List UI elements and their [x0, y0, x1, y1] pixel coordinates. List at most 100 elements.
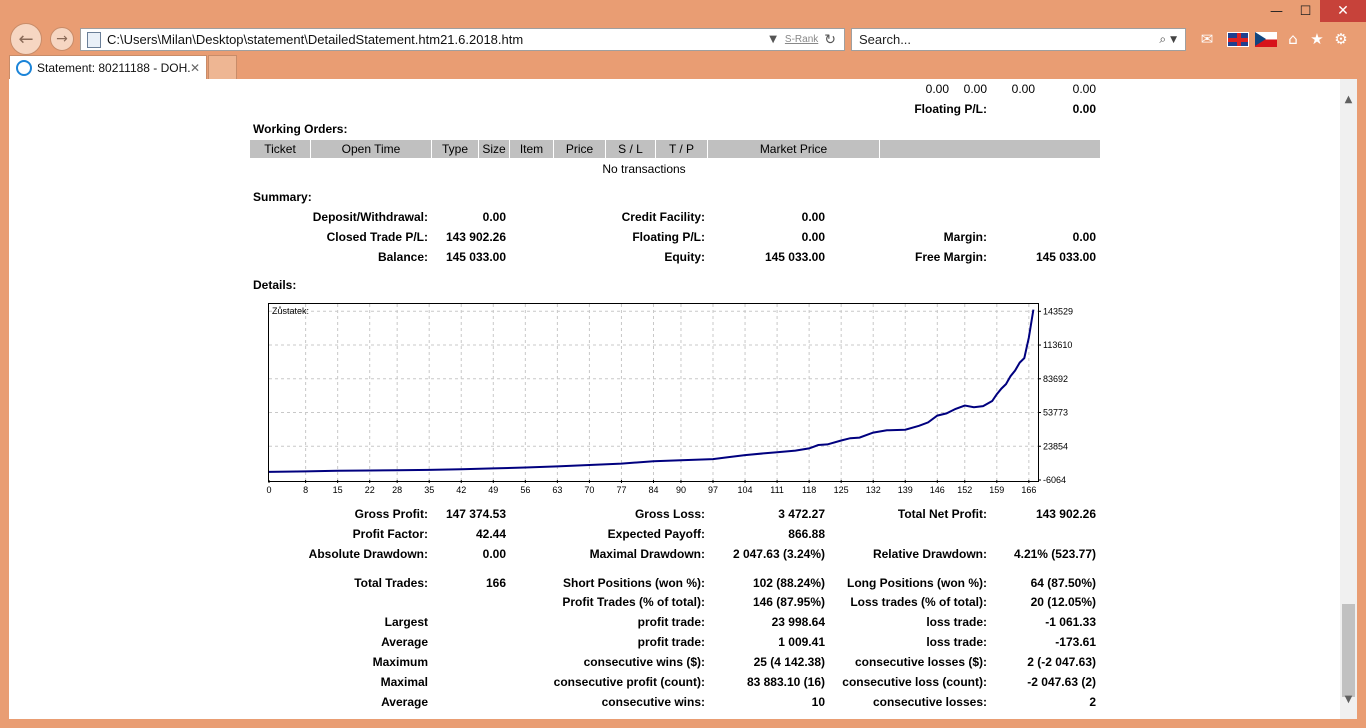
margin-value: 0.00 — [1072, 230, 1096, 244]
profit-factor-value: 42.44 — [475, 527, 506, 541]
free-margin-label: Free Margin: — [914, 250, 987, 264]
address-url[interactable]: C:\Users\Milan\Desktop\statement\Detaile… — [107, 32, 524, 47]
average-consecutive-wins-value: 10 — [811, 695, 825, 709]
balance-line — [268, 309, 1035, 473]
no-transactions-text: No transactions — [602, 162, 686, 176]
back-button[interactable]: ← — [10, 23, 42, 55]
column-header: T / P — [656, 140, 708, 158]
search-dropdown-icon[interactable]: ▼ — [1170, 34, 1177, 45]
tab-statement[interactable]: Statement: 80211188 - DOH... ✕ — [9, 55, 207, 79]
column-header: Market Price — [708, 140, 880, 158]
largest-loss-label: loss trade: — [926, 615, 987, 629]
maximal-consecutive-profit-label: consecutive profit (count): — [553, 675, 705, 689]
largest-profit-value: 23 998.64 — [771, 615, 825, 629]
gross-profit-label: Gross Profit: — [354, 507, 428, 521]
scroll-down-icon[interactable]: ▼ — [1344, 694, 1353, 705]
x-tick-label: 15 — [333, 485, 343, 495]
working-orders-title: Working Orders: — [253, 122, 348, 136]
free-margin-value: 145 033.00 — [1035, 250, 1096, 264]
scroll-thumb[interactable] — [1342, 604, 1355, 697]
gross-loss-value: 3 472.27 — [778, 507, 825, 521]
long-positions-value: 64 (87.50%) — [1030, 576, 1096, 590]
address-dropdown-icon[interactable]: ▼ — [769, 34, 777, 45]
maximal-consecutive-loss-value: -2 047.63 (2) — [1027, 675, 1096, 689]
summary-floating-label: Floating P/L: — [632, 230, 705, 244]
x-tick-label: 22 — [365, 485, 375, 495]
settings-icon[interactable]: ⚙ — [1334, 30, 1348, 48]
balance-chart-frame — [268, 303, 1039, 482]
x-tick-label: 35 — [424, 485, 434, 495]
srank-button[interactable]: S-Rank — [784, 34, 819, 45]
equity-value: 145 033.00 — [764, 250, 825, 264]
maximize-button[interactable]: ☐ — [1299, 3, 1312, 19]
x-tick-label: 28 — [392, 485, 402, 495]
minimize-button[interactable]: — — [1270, 3, 1283, 19]
address-bar[interactable]: C:\Users\Milan\Desktop\statement\Detaile… — [80, 28, 845, 51]
x-tick-label: 152 — [957, 485, 972, 495]
profit-factor-label: Profit Factor: — [352, 527, 428, 541]
x-tick-label: 104 — [738, 485, 753, 495]
top-value-3: 0.00 — [1011, 82, 1035, 96]
profit-trades-value: 146 (87.95%) — [752, 595, 825, 609]
average-consecutive-losses-label: consecutive losses: — [872, 695, 987, 709]
favorites-icon[interactable]: ★ — [1310, 30, 1324, 48]
details-title: Details: — [253, 278, 297, 292]
average-consecutive-label: Average — [381, 695, 428, 709]
new-tab-button[interactable] — [208, 55, 237, 79]
summary-floating-value: 0.00 — [801, 230, 825, 244]
y-tick-label: 23854 — [1043, 441, 1068, 451]
page-icon — [87, 31, 101, 48]
forward-button[interactable]: → — [50, 27, 74, 51]
x-tick-label: 111 — [770, 485, 784, 495]
chart-title: Zůstatek: — [272, 306, 310, 316]
relative-drawdown-label: Relative Drawdown: — [872, 547, 987, 561]
top-value-4: 0.00 — [1072, 82, 1096, 96]
largest-label: Largest — [384, 615, 428, 629]
top-value-1: 0.00 — [925, 82, 949, 96]
margin-label: Margin: — [943, 230, 987, 244]
x-tick-label: 166 — [1021, 485, 1036, 495]
max-consecutive-wins-value: 25 (4 142.38) — [753, 655, 825, 669]
scroll-up-icon[interactable]: ▲ — [1344, 94, 1353, 105]
close-window-button[interactable]: ✕ — [1320, 0, 1366, 22]
gross-loss-label: Gross Loss: — [634, 507, 705, 521]
y-tick-label: 53773 — [1043, 408, 1068, 418]
gross-profit-value: 147 374.53 — [445, 507, 506, 521]
uk-flag-icon[interactable] — [1227, 32, 1249, 47]
maximal-consecutive-loss-label: consecutive loss (count): — [842, 675, 987, 689]
working-orders-header: Ticket Open Time Type Size Item Price S … — [250, 140, 1100, 158]
balance-label: Balance: — [377, 250, 428, 264]
deposit-value: 0.00 — [482, 210, 506, 224]
x-tick-label: 49 — [488, 485, 498, 495]
max-consecutive-losses-label: consecutive losses ($): — [854, 655, 987, 669]
tab-close-icon[interactable]: ✕ — [189, 60, 200, 75]
home-icon[interactable]: ⌂ — [1288, 30, 1298, 48]
closed-trade-value: 143 902.26 — [445, 230, 506, 244]
column-header: Size — [479, 140, 510, 158]
x-tick-label: 0 — [266, 485, 271, 495]
summary-title: Summary: — [253, 190, 312, 204]
average-profit-label: profit trade: — [637, 635, 705, 649]
equity-label: Equity: — [664, 250, 705, 264]
balance-chart: 0 8 15 22 28 35 42 49 56 63 70 77 84 90 97 104 111 118 125… — [266, 304, 1073, 495]
max-consecutive-losses-value: 2 (-2 047.63) — [1027, 655, 1096, 669]
window-controls: — ☐ ✕ — [1262, 0, 1366, 22]
average-loss-label: loss trade: — [926, 635, 987, 649]
x-tick-label: 84 — [648, 485, 658, 495]
search-box[interactable]: Search... ⌕ ▼ — [851, 28, 1186, 51]
mail-icon[interactable]: ✉ — [1200, 30, 1214, 48]
column-header: Item — [510, 140, 554, 158]
loss-trades-label: Loss trades (% of total): — [850, 595, 987, 609]
vertical-scrollbar[interactable]: ▲ ▼ — [1340, 79, 1357, 719]
x-tick-label: 70 — [584, 485, 594, 495]
average-consecutive-wins-label: consecutive wins: — [601, 695, 705, 709]
maximal-drawdown-label: Maximal Drawdown: — [589, 547, 705, 561]
tab-title: Statement: 80211188 - DOH... — [37, 60, 190, 75]
column-header: S / L — [606, 140, 656, 158]
refresh-icon[interactable]: ↻ — [824, 31, 836, 48]
search-input[interactable]: Search... — [859, 32, 912, 47]
page-viewport: 0.00 0.00 0.00 0.00 Floating P/L: 0.00 W… — [9, 79, 1357, 719]
closed-trade-label: Closed Trade P/L: — [326, 230, 428, 244]
search-icon[interactable]: ⌕ — [1159, 32, 1167, 46]
czech-flag-icon[interactable] — [1255, 32, 1277, 47]
